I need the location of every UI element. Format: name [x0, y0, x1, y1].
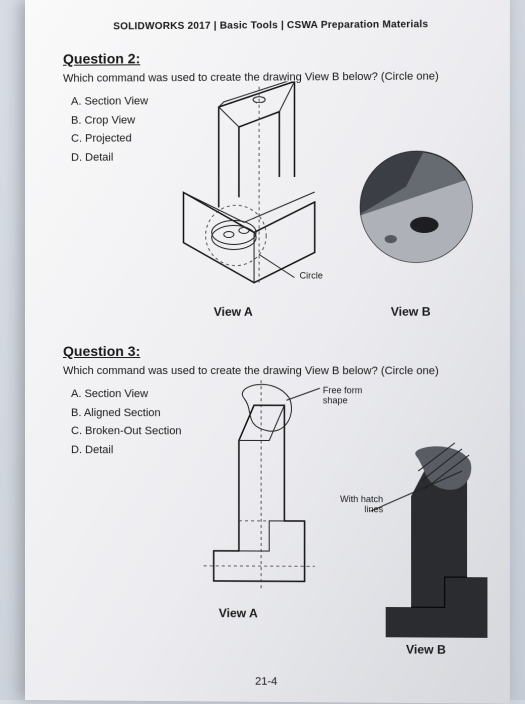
q3-option-a: A. Section View [71, 385, 182, 404]
q2-option-d: D. Detail [71, 149, 148, 168]
q2-option-b: B. Crop View [71, 111, 148, 130]
question-2-block: A. Section View B. Crop View C. Projecte… [63, 90, 479, 343]
q3-option-b: B. Aligned Section [71, 404, 182, 423]
q2-view-a-drawing [163, 81, 335, 293]
question-3-text: Which command was used to create the dra… [63, 365, 479, 377]
q2-option-a: A. Section View [71, 92, 148, 111]
q2-view-b-label: View B [391, 305, 431, 319]
q2-view-a-label: View A [214, 305, 253, 319]
question-2-title: Question 2: [63, 48, 479, 67]
question-2-options: A. Section View B. Crop View C. Projecte… [63, 92, 148, 167]
q3-hatch-label: With hatch lines [340, 494, 383, 514]
q3-option-c: C. Broken-Out Section [71, 422, 182, 441]
question-3-title: Question 3: [63, 343, 479, 359]
q3-option-d: D. Detail [71, 441, 182, 460]
q3-view-b-drawing [365, 441, 507, 648]
q3-view-b-label: View B [406, 642, 446, 656]
q3-view-a-label: View A [219, 606, 258, 620]
q2-circle-label: Circle [300, 270, 323, 280]
q2-view-b-drawing [355, 146, 477, 267]
question-3-options: A. Section View B. Aligned Section C. Br… [63, 385, 182, 460]
q2-option-c: C. Projected [71, 130, 148, 149]
q3-freeform-label: Free form shape [323, 385, 363, 405]
page: SOLIDWORKS 2017 | Basic Tools | CSWA Pre… [25, 0, 510, 704]
page-header: SOLIDWORKS 2017 | Basic Tools | CSWA Pre… [63, 19, 479, 33]
q3-view-a-drawing [183, 380, 324, 602]
question-3-block: A. Section View B. Aligned Section C. Br… [63, 385, 479, 668]
page-number: 21-4 [25, 674, 510, 690]
